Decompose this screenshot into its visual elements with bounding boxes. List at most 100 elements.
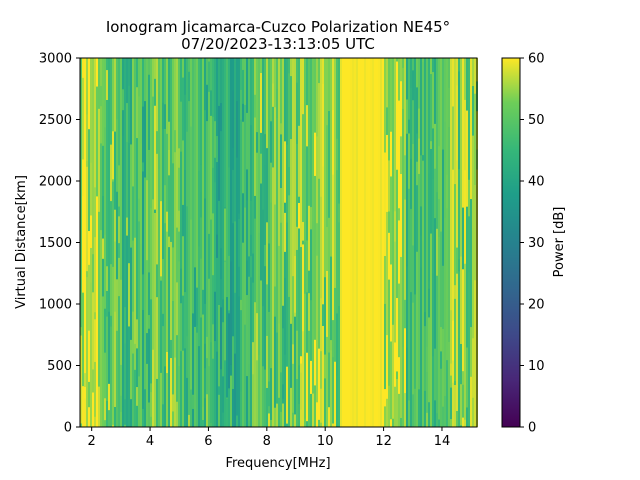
frequency-column — [396, 58, 398, 427]
power-segment — [408, 133, 410, 189]
power-segment — [256, 360, 258, 427]
power-segment — [308, 272, 310, 331]
power-segment — [248, 364, 250, 421]
power-segment — [444, 121, 446, 218]
power-segment — [212, 116, 214, 168]
power-segment — [428, 293, 430, 403]
power-segment — [156, 264, 158, 298]
power-segment — [404, 299, 406, 329]
frequency-column — [206, 58, 208, 427]
power-segment — [306, 352, 308, 422]
x-axis-label: Frequency[MHz] — [225, 456, 330, 471]
frequency-column — [406, 58, 408, 427]
power-segment — [182, 204, 184, 237]
power-segment — [328, 398, 330, 427]
frequency-column — [96, 58, 98, 427]
power-segment — [288, 320, 290, 401]
power-segment — [266, 284, 268, 336]
power-segment — [250, 200, 252, 235]
power-segment — [208, 366, 210, 427]
power-segment — [202, 419, 204, 427]
power-segment — [198, 346, 200, 427]
colorbar-ticks: 0 10 20 30 40 50 60 — [520, 52, 545, 436]
power-segment — [402, 359, 404, 420]
frequency-column — [144, 58, 146, 427]
power-segment — [298, 365, 300, 405]
power-segment — [92, 254, 94, 330]
frequency-column — [414, 58, 416, 427]
power-segment — [332, 320, 334, 366]
power-segment — [112, 424, 114, 427]
power-segment — [412, 70, 414, 101]
power-segment — [446, 360, 448, 427]
power-segment — [322, 83, 324, 167]
power-segment — [182, 77, 184, 141]
power-segment — [268, 243, 270, 312]
power-segment — [310, 360, 312, 394]
power-segment — [270, 368, 272, 420]
power-segment — [274, 302, 276, 408]
power-segment — [412, 144, 414, 246]
power-segment — [460, 256, 462, 345]
power-segment — [418, 138, 420, 174]
frequency-column — [430, 58, 432, 427]
power-segment — [456, 411, 458, 427]
power-segment — [286, 366, 288, 424]
frequency-column — [460, 58, 462, 427]
power-segment — [424, 389, 426, 427]
power-segment — [242, 69, 244, 104]
power-segment — [406, 289, 408, 348]
power-segment — [276, 89, 278, 118]
frequency-column — [292, 58, 294, 427]
power-segment — [124, 307, 126, 349]
power-segment — [108, 410, 110, 427]
power-segment — [418, 389, 420, 427]
power-segment — [94, 319, 96, 362]
power-segment — [118, 216, 120, 244]
power-segment — [290, 76, 292, 140]
power-segment — [172, 300, 174, 395]
power-segment — [292, 363, 294, 413]
power-segment — [244, 104, 246, 208]
power-segment — [272, 106, 274, 168]
frequency-column — [100, 58, 102, 427]
frequency-column — [346, 58, 348, 427]
power-segment — [138, 96, 140, 199]
power-segment — [184, 292, 186, 349]
power-segment — [124, 424, 126, 427]
frequency-column — [226, 58, 228, 427]
power-segment — [114, 241, 116, 312]
power-segment — [294, 316, 296, 415]
power-segment — [234, 353, 236, 427]
frequency-column — [372, 58, 374, 427]
frequency-column — [362, 58, 364, 427]
colorbar-tick-label: 10 — [528, 359, 545, 374]
power-segment — [162, 102, 164, 129]
power-segment — [474, 93, 476, 199]
frequency-column — [84, 58, 86, 427]
power-segment — [314, 132, 316, 176]
power-segment — [266, 148, 268, 223]
power-segment — [124, 343, 126, 400]
power-segment — [222, 376, 224, 413]
power-segment — [404, 155, 406, 200]
frequency-column — [330, 58, 332, 427]
power-segment — [264, 266, 266, 370]
power-segment — [284, 277, 286, 355]
power-segment — [272, 328, 274, 408]
power-segment — [302, 114, 304, 222]
power-segment — [226, 297, 228, 398]
power-segment — [214, 182, 216, 292]
power-segment — [290, 323, 292, 388]
power-segment — [286, 144, 288, 223]
power-segment — [92, 292, 94, 370]
power-segment — [394, 211, 396, 242]
power-segment — [238, 219, 240, 267]
frequency-column — [294, 58, 296, 427]
power-segment — [174, 357, 176, 427]
power-segment — [82, 77, 84, 160]
power-segment — [210, 90, 212, 137]
power-segment — [314, 339, 316, 386]
power-segment — [468, 299, 470, 389]
power-segment — [196, 287, 198, 326]
